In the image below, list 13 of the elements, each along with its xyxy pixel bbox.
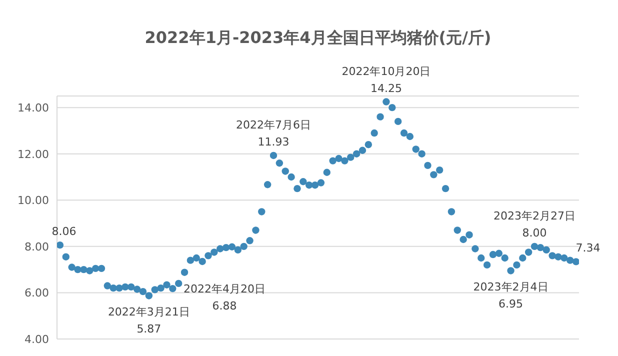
y-tick-label: 14.00 (18, 101, 49, 114)
data-label: 2023年2月27日 8.00 (494, 209, 576, 240)
y-tick-label: 6.00 (24, 286, 49, 300)
data-label: 2022年7月6日 11.93 (236, 118, 312, 148)
y-tick-label: 4.00 (24, 332, 49, 346)
data-label: 2022年10月20日 14.25 (342, 64, 431, 95)
y-tick-label: 12.00 (18, 148, 49, 161)
data-label: 2023年2月4日 6.95 (473, 280, 548, 311)
data-label: 8.06 (52, 225, 76, 238)
y-tick-label: 8.00 (24, 240, 49, 254)
y-tick-label: 10.00 (18, 194, 49, 208)
data-label: 7.34 (576, 242, 600, 255)
chart-title: 2022年1月-2023年4月全国日平均猪价(元/斤) (144, 28, 492, 49)
